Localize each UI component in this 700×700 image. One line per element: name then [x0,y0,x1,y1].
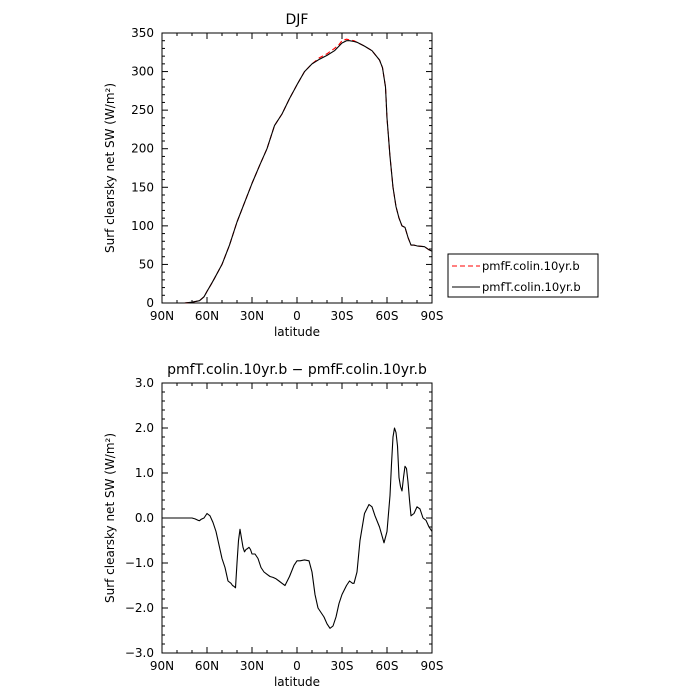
x-axis-label: latitude [274,675,320,689]
y-tick-label: −1.0 [125,556,154,570]
legend-box [447,253,599,298]
legend-label: pmfF.colin.10yr.b [482,259,580,273]
y-tick-label: 300 [131,65,154,79]
y-tick-label: −2.0 [125,601,154,615]
chart-title: DJF [286,12,309,28]
y-tick-label: 1.0 [135,466,154,480]
y-tick-label: 0.0 [135,511,154,525]
legend-label: pmfT.colin.10yr.b [482,280,581,294]
y-tick-label: −3.0 [125,646,154,660]
y-tick-label: 350 [131,26,154,40]
series-line-1 [184,38,433,304]
x-tick-label: 60S [376,309,399,323]
x-tick-label: 60S [376,659,399,673]
x-tick-label: 30S [331,659,354,673]
y-tick-label: 150 [131,180,154,194]
series-line-1 [162,427,433,629]
x-tick-label: 30N [240,659,264,673]
y-axis-label: Surf clearsky net SW (W/m²) [103,83,117,253]
series-line-2 [184,40,433,304]
x-tick-label: 0 [293,309,301,323]
plot-frame [161,382,433,654]
x-tick-label: 90N [150,309,174,323]
y-tick-label: 250 [131,103,154,117]
x-tick-label: 90N [150,659,174,673]
x-tick-label: 90S [421,659,444,673]
y-tick-label: 100 [131,219,154,233]
y-tick-label: 2.0 [135,421,154,435]
y-axis-label: Surf clearsky net SW (W/m²) [103,433,117,603]
y-tick-label: 50 [139,257,154,271]
y-tick-label: 0 [146,296,154,310]
x-tick-label: 60N [195,309,219,323]
chart-title: pmfT.colin.10yr.b − pmfF.colin.10yr.b [167,362,427,378]
x-axis-label: latitude [274,325,320,339]
x-tick-label: 30S [331,309,354,323]
x-tick-label: 30N [240,309,264,323]
y-tick-label: 200 [131,142,154,156]
y-tick-label: 3.0 [135,376,154,390]
x-tick-label: 60N [195,659,219,673]
bottom-panel: pmfT.colin.10yr.b − pmfF.colin.10yr.b 90N… [103,362,443,689]
top-panel: DJF 90N 60N 30N 0 30S 60S 90S 0 50 100 150 200 250 300… [103,12,599,339]
x-tick-label: 0 [293,659,301,673]
x-tick-label: 90S [421,309,444,323]
